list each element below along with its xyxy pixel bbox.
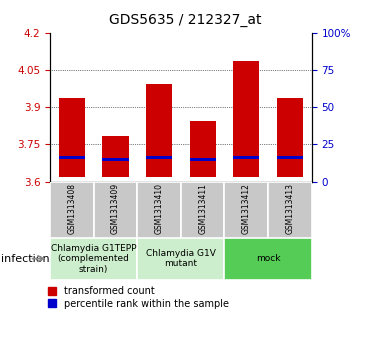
Bar [50,182,93,238]
Text: GSM1313413: GSM1313413 [285,183,294,234]
Text: GSM1313410: GSM1313410 [155,183,164,234]
Bar [146,156,172,159]
Bar [224,182,268,238]
Bar [181,182,224,238]
Text: GSM1313409: GSM1313409 [111,183,120,234]
Bar [137,238,224,280]
Text: mock: mock [256,254,280,263]
Bar [146,83,172,176]
Bar [102,158,129,161]
Bar [59,156,85,159]
Bar [268,182,312,238]
Bar [233,156,259,159]
Text: GDS5635 / 212327_at: GDS5635 / 212327_at [109,13,262,27]
Text: GSM1313412: GSM1313412 [242,183,251,234]
Text: GSM1313408: GSM1313408 [68,183,76,234]
Bar [277,98,303,176]
Bar [93,182,137,238]
Bar [277,156,303,159]
Bar [190,121,216,176]
Text: Chlamydia G1V
mutant: Chlamydia G1V mutant [146,249,216,268]
Bar [102,136,129,176]
Text: infection: infection [1,254,49,264]
Text: Chlamydia G1TEPP
(complemented
strain): Chlamydia G1TEPP (complemented strain) [51,244,137,274]
Text: GSM1313411: GSM1313411 [198,183,207,234]
Bar [59,98,85,176]
Legend: transformed count, percentile rank within the sample: transformed count, percentile rank withi… [47,286,229,309]
Bar [224,238,312,280]
Bar [50,238,137,280]
Bar [137,182,181,238]
Bar [233,61,259,176]
Bar [190,158,216,161]
